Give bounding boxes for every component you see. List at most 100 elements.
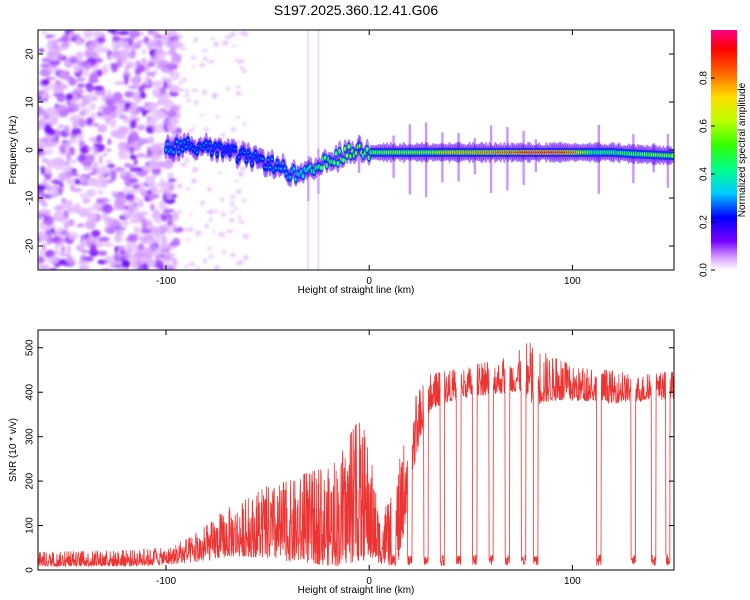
noise-blob: [129, 154, 138, 160]
noise-blob: [76, 77, 86, 82]
noise-blob: [55, 209, 64, 219]
noise-blob: [121, 220, 130, 227]
noise-blob: [156, 101, 161, 106]
noise-blob: [167, 178, 177, 182]
noise-blob: [116, 58, 122, 68]
noise-blob: [239, 65, 244, 70]
noise-blob: [81, 94, 93, 104]
noise-blob: [83, 49, 95, 58]
noise-blob: [127, 174, 137, 178]
noise-blob: [195, 230, 202, 237]
noise-blob: [164, 67, 169, 74]
noise-blob: [66, 220, 75, 226]
colorbar-ticks: 0.0 0.2 0.4 0.6 0.8: [699, 71, 715, 277]
noise-blob: [53, 250, 60, 254]
noise-blob: [155, 246, 162, 256]
noise-blob: [38, 230, 47, 241]
noise-blob: [154, 233, 163, 239]
noise-blob: [136, 64, 146, 73]
noise-blob: [170, 70, 181, 81]
noise-blob: [229, 209, 234, 214]
noise-blob: [221, 40, 229, 46]
noise-blob: [59, 216, 67, 223]
noise-blob: [41, 92, 46, 101]
noise-blob: [39, 197, 45, 204]
noise-blob: [242, 233, 250, 239]
noise-blob: [134, 196, 139, 201]
noise-blob: [213, 265, 221, 270]
noise-blob: [180, 47, 187, 51]
noise-blob: [43, 85, 50, 94]
noise-blob: [59, 173, 66, 183]
snr-frame: [37, 329, 675, 571]
noise-blob: [159, 178, 165, 183]
noise-blob: [132, 140, 140, 151]
noise-blob: [163, 80, 168, 89]
noise-blob: [119, 49, 129, 58]
noise-blob: [86, 212, 92, 220]
noise-blob: [78, 261, 87, 266]
noise-blob: [83, 255, 94, 262]
noise-blob: [79, 266, 84, 270]
y-tick-label: -20: [25, 238, 36, 253]
noise-blob: [145, 178, 154, 186]
noise-blob: [182, 228, 188, 232]
noise-blob: [41, 58, 51, 63]
colorbar-tick-label: 0.6: [699, 119, 710, 133]
noise-blob: [209, 216, 213, 222]
noise-blob: [75, 224, 85, 228]
noise-blob: [194, 100, 200, 103]
ridge-peak: [292, 167, 296, 170]
ridge-peak: [177, 150, 181, 154]
noise-blob: [170, 245, 175, 249]
noise-blob: [74, 33, 81, 39]
noise-blob: [55, 80, 61, 85]
noise-blob: [158, 200, 166, 210]
noise-blob: [96, 199, 105, 204]
noise-blob: [100, 165, 109, 176]
noise-blob: [238, 214, 242, 220]
noise-blob: [89, 244, 97, 253]
noise-blob: [183, 93, 190, 97]
noise-blob: [83, 30, 93, 39]
ridge-peak: [333, 161, 336, 164]
noise-blob: [111, 94, 122, 99]
ridge-peak: [320, 166, 323, 170]
noise-blob: [170, 86, 177, 93]
noise-blob: [150, 185, 158, 194]
noise-blob: [125, 237, 136, 242]
noise-blob: [137, 243, 145, 251]
x-tick-label: 0: [366, 276, 372, 287]
noise-blob: [231, 253, 236, 258]
noise-blob: [68, 137, 77, 144]
snr-plot-area: [38, 342, 674, 568]
noise-blob: [39, 249, 44, 256]
ridge-peak: [216, 153, 219, 156]
noise-blob: [230, 200, 235, 207]
noise-blob: [231, 44, 236, 47]
noise-blob: [152, 88, 161, 93]
noise-blob: [174, 38, 180, 45]
noise-blob: [57, 104, 66, 111]
noise-blob: [206, 246, 212, 250]
ridge-peak: [342, 159, 345, 162]
noise-blob: [211, 92, 218, 99]
noise-blob: [237, 260, 245, 263]
noise-blob: [122, 187, 129, 196]
noise-blob: [96, 134, 103, 143]
ridge-peak: [214, 144, 217, 147]
noise-blob: [238, 220, 246, 224]
y-tick-label: 20: [25, 48, 36, 60]
colorbar-tick-label: 0.4: [699, 167, 710, 181]
noise-blob: [58, 183, 65, 187]
noise-blob: [190, 55, 197, 60]
noise-blob: [79, 193, 89, 199]
noise-blob: [137, 265, 145, 270]
noise-blob: [171, 131, 176, 140]
noise-blob: [110, 171, 117, 181]
colorbar-label: Normalized spectral amplitude: [737, 82, 748, 217]
noise-blob: [93, 143, 105, 153]
noise-blob: [151, 168, 162, 173]
noise-blob: [56, 46, 66, 51]
noise-blob: [242, 121, 246, 126]
